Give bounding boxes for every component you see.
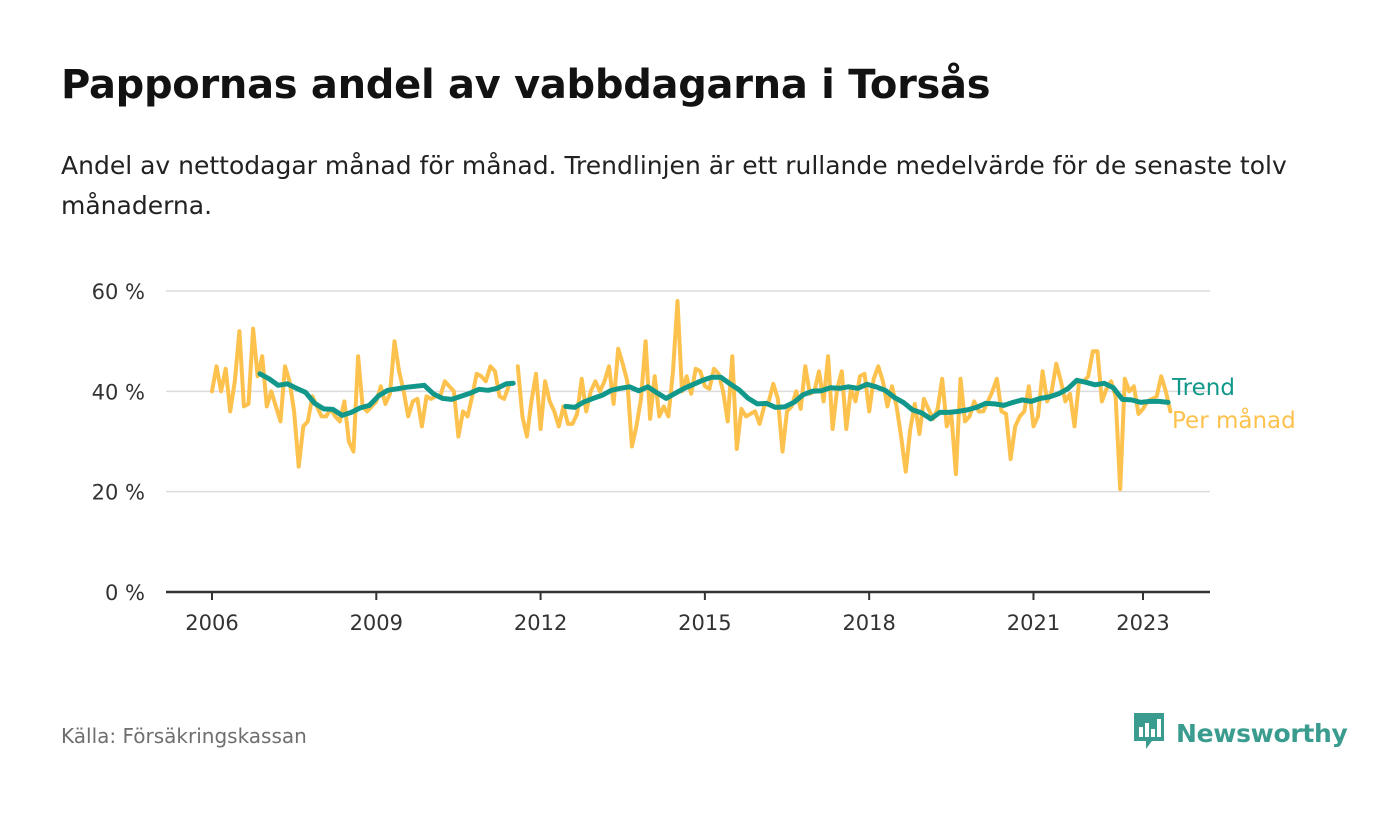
chart-subtitle: Andel av nettodagar månad för månad. Tre…	[61, 151, 1287, 220]
x-tick-label: 2015	[678, 611, 731, 635]
y-tick-label: 0 %	[105, 581, 145, 605]
inline-legend: Trend Per månad	[1171, 375, 1296, 434]
chart-title: Pappornas andel av vabbdagarna i Torsås	[61, 62, 991, 108]
x-tick-label: 2006	[185, 611, 238, 635]
legend-label-trend: Trend	[1171, 375, 1235, 401]
y-axis-tick-labels: 0 % 20 % 40 % 60 %	[92, 280, 145, 605]
x-tick-label: 2009	[350, 611, 403, 635]
x-tick-label: 2023	[1116, 611, 1169, 635]
y-tick-label: 20 %	[92, 481, 145, 505]
x-tick-label: 2018	[842, 611, 895, 635]
x-tick-label: 2012	[514, 611, 567, 635]
x-tick-label: 2021	[1007, 611, 1060, 635]
newsworthy-logo-icon	[1132, 711, 1166, 755]
x-axis: 2006 2009 2012 2015 2018 2021 2023	[166, 590, 1210, 635]
y-tick-label: 60 %	[92, 280, 145, 304]
y-tick-label: 40 %	[92, 380, 145, 404]
brand-logo: Newsworthy	[1132, 711, 1348, 755]
source-note: Källa: Försäkringskassan	[61, 724, 307, 748]
trend-line	[257, 371, 1171, 422]
monthly-line	[210, 299, 1173, 492]
gridlines	[166, 290, 1210, 493]
brand-name: Newsworthy	[1176, 718, 1348, 748]
series-lines	[210, 299, 1173, 492]
legend-label-monthly: Per månad	[1172, 406, 1296, 434]
